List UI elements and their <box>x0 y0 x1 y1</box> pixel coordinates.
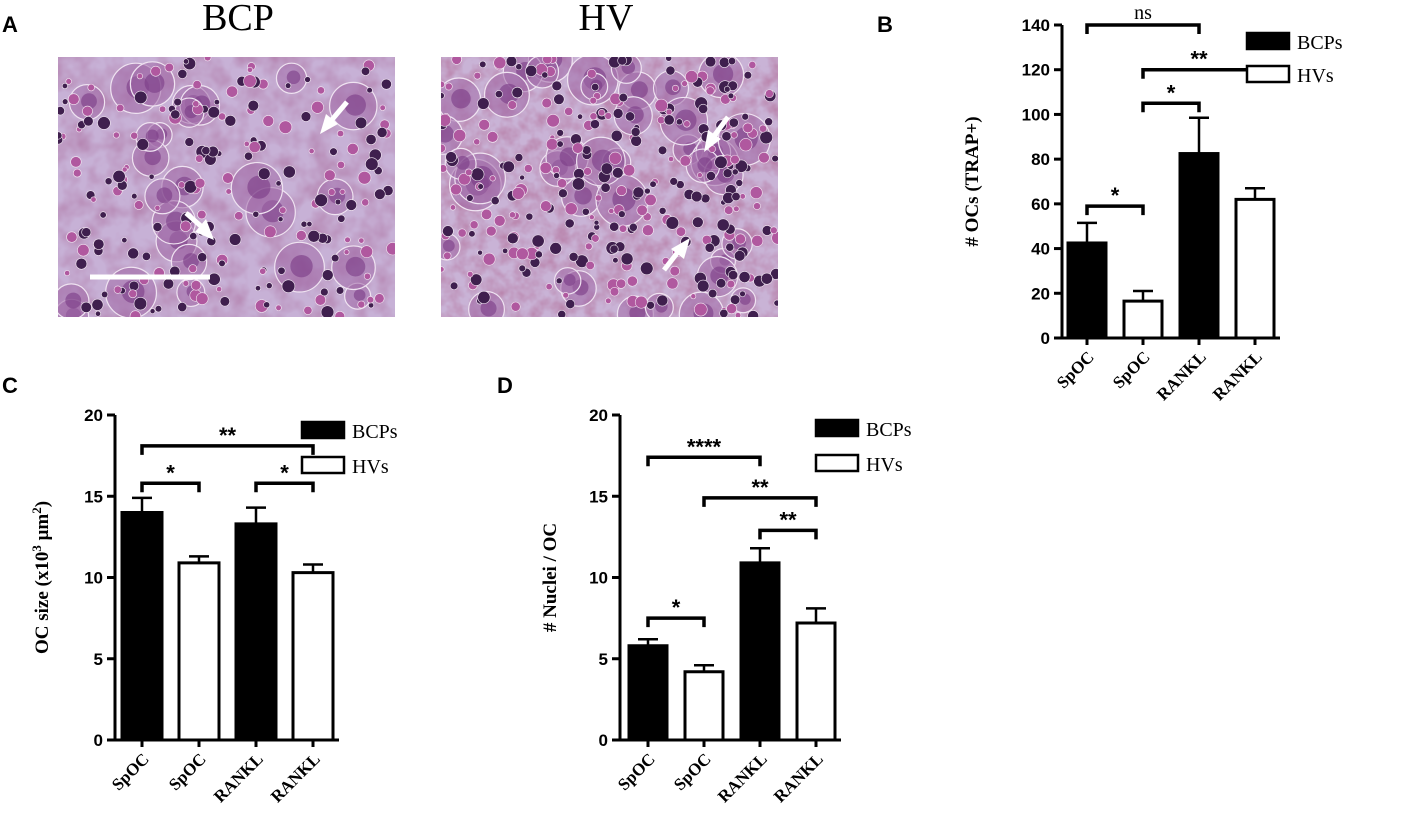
y-tick-label: 60 <box>1031 195 1050 214</box>
bar <box>177 561 221 742</box>
legend-swatch <box>1245 64 1291 84</box>
arrow-icon <box>320 100 349 134</box>
significance-label: ** <box>1190 47 1208 72</box>
legend-label: BCPs <box>1297 32 1343 54</box>
x-tick-label: SpOC <box>1109 347 1154 392</box>
significance-bracket <box>646 616 706 628</box>
y-tick-label: 20 <box>84 406 103 425</box>
y-tick-label: 120 <box>1022 61 1050 80</box>
arrow-icon <box>662 238 690 272</box>
x-tick-label: SpOC <box>670 749 715 794</box>
significance-label: * <box>1167 80 1176 105</box>
significance-label: * <box>1111 183 1120 208</box>
significance-label: ns <box>1134 2 1152 24</box>
y-tick-label: 5 <box>599 650 608 669</box>
x-tick-label: RANKL <box>267 749 324 806</box>
bar <box>1066 241 1108 340</box>
x-tick-label: SpOC <box>108 749 153 794</box>
significance-bracket <box>1085 23 1201 34</box>
panel-a-label: A <box>2 12 18 37</box>
bar <box>120 511 164 742</box>
x-tick-label: SpOC <box>614 749 659 794</box>
significance-label: ** <box>751 475 769 500</box>
x-tick-label: RANKL <box>770 749 827 806</box>
y-tick-label: 80 <box>1031 150 1050 169</box>
panel-d-label: D <box>497 373 513 398</box>
y-axis-label: OC size (x103 μm2) <box>29 501 54 654</box>
legend-swatch <box>1245 31 1291 51</box>
y-tick-label: 20 <box>1031 284 1050 303</box>
legend-swatch <box>814 418 860 438</box>
x-tick-label: SpOC <box>165 749 210 794</box>
bar <box>795 621 837 742</box>
significance-bracket <box>758 528 818 540</box>
legend-label: HVs <box>352 456 389 478</box>
y-tick-label: 15 <box>84 487 103 506</box>
x-tick-label: RANKL <box>210 749 267 806</box>
hv-micrograph <box>441 57 778 317</box>
y-tick-label: 10 <box>84 569 103 588</box>
significance-bracket <box>140 444 315 455</box>
y-tick-label: 0 <box>1041 329 1050 348</box>
y-tick-label: 10 <box>589 569 608 588</box>
significance-label: **** <box>687 434 722 459</box>
hv-image-title: HV <box>579 0 634 39</box>
y-tick-label: 0 <box>94 731 103 750</box>
bar <box>627 644 669 742</box>
arrow-icon <box>184 211 214 240</box>
legend-label: HVs <box>866 454 903 476</box>
bar <box>291 571 335 742</box>
significance-bracket <box>1085 204 1145 216</box>
significance-bracket <box>702 496 818 507</box>
y-tick-label: 40 <box>1031 240 1050 259</box>
y-axis-label: # OCs (TRAP+) <box>962 116 983 246</box>
y-tick-label: 20 <box>589 406 608 425</box>
arrow-icon <box>704 115 731 152</box>
y-tick-label: 15 <box>589 487 608 506</box>
significance-label: * <box>672 595 681 620</box>
legend-label: BCPs <box>866 419 912 441</box>
panel-a: A BCP HV <box>2 0 778 317</box>
y-tick-label: 5 <box>94 650 103 669</box>
significance-label: * <box>280 460 289 485</box>
y-tick-label: 140 <box>1022 16 1050 35</box>
significance-bracket <box>646 455 762 467</box>
significance-bracket <box>140 481 201 493</box>
bar <box>739 561 781 742</box>
legend-label: HVs <box>1297 65 1334 87</box>
x-tick-label: RANKL <box>1153 347 1210 404</box>
panel-b-label: B <box>877 12 893 37</box>
y-tick-label: 0 <box>599 731 608 750</box>
significance-label: ** <box>779 507 797 532</box>
significance-bracket <box>1141 101 1201 113</box>
bcp-image-title: BCP <box>202 0 274 39</box>
legend-swatch <box>300 420 346 440</box>
legend-swatch <box>300 455 346 475</box>
bar <box>1234 197 1276 340</box>
x-tick-label: RANKL <box>1209 347 1266 404</box>
legend-label: BCPs <box>352 421 398 443</box>
x-tick-label: RANKL <box>714 749 771 806</box>
y-axis-label: # Nuclei / OC <box>540 523 561 632</box>
significance-bracket <box>254 481 315 493</box>
bar <box>1122 299 1164 340</box>
y-tick-label: 100 <box>1022 105 1050 124</box>
bar <box>234 522 278 742</box>
significance-label: ** <box>219 423 237 448</box>
bar <box>1178 152 1220 340</box>
legend-swatch <box>814 453 860 473</box>
x-tick-label: SpOC <box>1053 347 1098 392</box>
bcp-micrograph <box>58 57 395 317</box>
significance-label: * <box>166 460 175 485</box>
panel-c-label: C <box>2 373 18 398</box>
bar <box>683 670 725 742</box>
